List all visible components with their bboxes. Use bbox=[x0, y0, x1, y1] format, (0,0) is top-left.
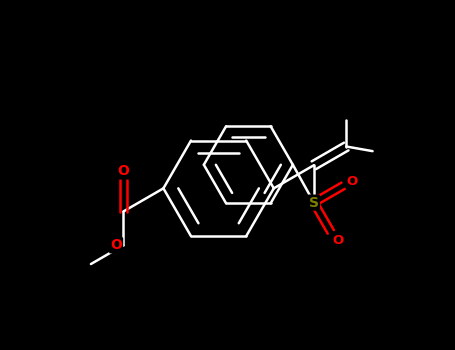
Text: O: O bbox=[346, 175, 358, 188]
Text: O: O bbox=[332, 234, 344, 247]
Text: O: O bbox=[117, 164, 129, 178]
Text: O: O bbox=[110, 238, 122, 252]
Text: S: S bbox=[309, 196, 319, 210]
